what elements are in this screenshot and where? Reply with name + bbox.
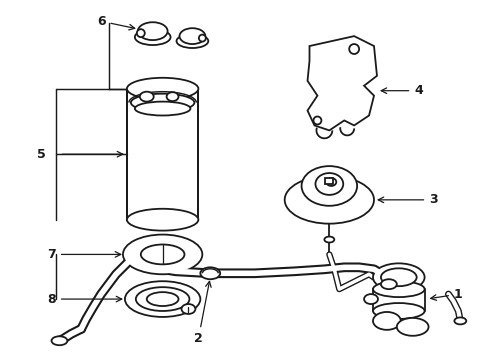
Ellipse shape xyxy=(125,281,200,317)
Ellipse shape xyxy=(349,44,359,54)
Ellipse shape xyxy=(127,209,198,231)
Ellipse shape xyxy=(138,22,168,40)
Text: 3: 3 xyxy=(378,193,438,206)
Text: 7: 7 xyxy=(47,248,121,261)
Ellipse shape xyxy=(397,318,429,336)
Ellipse shape xyxy=(381,268,416,286)
Ellipse shape xyxy=(316,173,343,195)
Ellipse shape xyxy=(181,304,196,314)
Text: 6: 6 xyxy=(97,15,135,30)
Ellipse shape xyxy=(167,92,178,101)
Ellipse shape xyxy=(199,35,206,41)
Ellipse shape xyxy=(137,29,145,37)
Text: 2: 2 xyxy=(194,282,211,345)
Ellipse shape xyxy=(131,94,195,112)
Ellipse shape xyxy=(285,176,374,224)
Text: 5: 5 xyxy=(37,148,46,161)
Text: 8: 8 xyxy=(47,293,122,306)
Ellipse shape xyxy=(179,28,205,44)
Ellipse shape xyxy=(373,303,425,319)
Ellipse shape xyxy=(51,336,68,345)
Bar xyxy=(325,178,333,184)
Text: 1: 1 xyxy=(431,288,463,301)
Ellipse shape xyxy=(176,34,208,48)
Ellipse shape xyxy=(324,237,334,243)
Ellipse shape xyxy=(373,264,425,291)
Ellipse shape xyxy=(135,102,191,116)
Ellipse shape xyxy=(127,78,198,100)
Ellipse shape xyxy=(141,244,184,264)
Ellipse shape xyxy=(381,279,397,289)
Ellipse shape xyxy=(326,178,336,186)
Ellipse shape xyxy=(200,267,220,279)
Ellipse shape xyxy=(147,292,178,306)
Text: 4: 4 xyxy=(381,84,423,97)
Ellipse shape xyxy=(373,281,425,297)
Ellipse shape xyxy=(301,166,357,206)
Ellipse shape xyxy=(140,92,154,102)
Ellipse shape xyxy=(135,29,171,45)
Ellipse shape xyxy=(136,287,190,311)
Ellipse shape xyxy=(314,117,321,125)
Ellipse shape xyxy=(454,318,466,324)
Ellipse shape xyxy=(364,294,378,304)
Ellipse shape xyxy=(123,235,202,274)
Ellipse shape xyxy=(373,312,401,330)
